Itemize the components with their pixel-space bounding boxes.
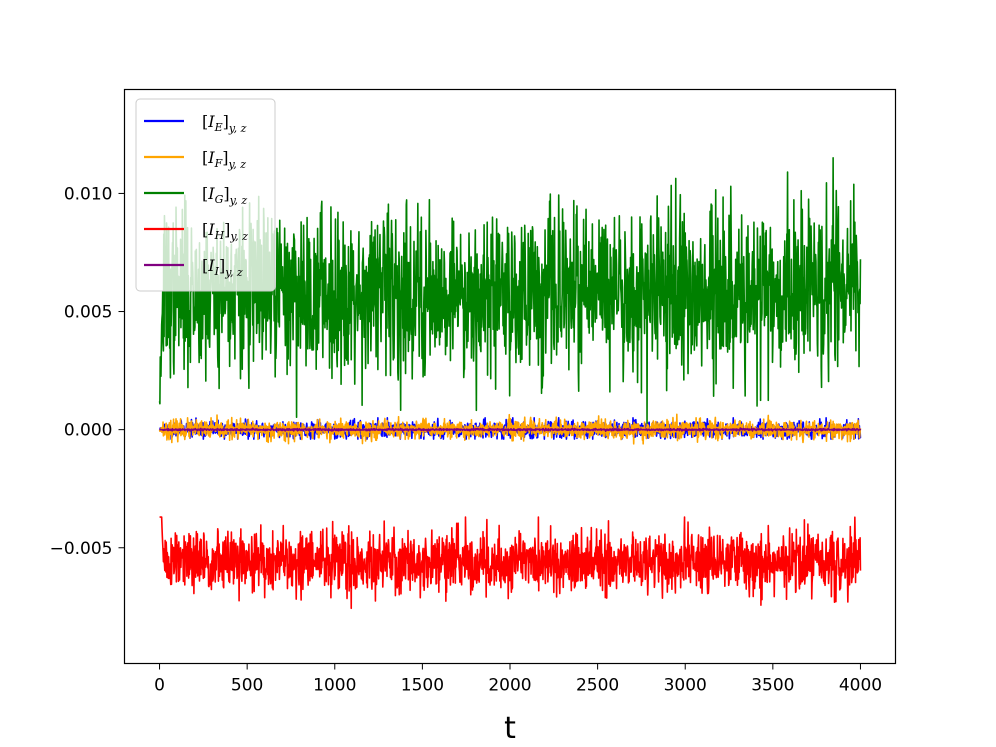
x-tick-label: 500 [231, 676, 263, 696]
series-layer [158, 156, 862, 610]
y-tick-label: 0.010 [64, 184, 113, 204]
y-tick-label: 0.000 [64, 421, 113, 441]
x-tick-label: 4000 [839, 676, 882, 696]
y-axis: −0.005 0.000 0.005 0.010 [50, 184, 125, 559]
legend-label: [IG]y, z [202, 184, 247, 207]
x-tick-label: 2000 [488, 676, 531, 696]
legend-label: [IF]y, z [202, 148, 246, 171]
x-axis: 0 500 1000 1500 2000 2500 3000 3500 4000 [154, 663, 882, 696]
x-tick-label: 0 [154, 676, 165, 696]
series-line [158, 156, 862, 425]
y-tick-label: −0.005 [50, 539, 113, 559]
x-tick-label: 1500 [401, 676, 444, 696]
series-line [159, 427, 862, 433]
x-tick-label: 1000 [313, 676, 356, 696]
legend-label: [IE]y, z [202, 112, 247, 135]
legend-label: [IH]y, z [202, 220, 248, 243]
x-tick-label: 3500 [751, 676, 794, 696]
series-line [158, 413, 862, 445]
legend-label: [II]y, z [202, 256, 243, 279]
legend-box [135, 98, 276, 292]
series-line [159, 516, 862, 610]
legend: [IE]y, z [IF]y, z [IG]y, z [IH]y, z [II]y, z [135, 98, 276, 292]
x-axis-label: t [504, 711, 516, 746]
y-tick-label: 0.005 [64, 303, 113, 323]
x-tick-label: 3000 [664, 676, 707, 696]
x-tick-label: 2500 [576, 676, 619, 696]
